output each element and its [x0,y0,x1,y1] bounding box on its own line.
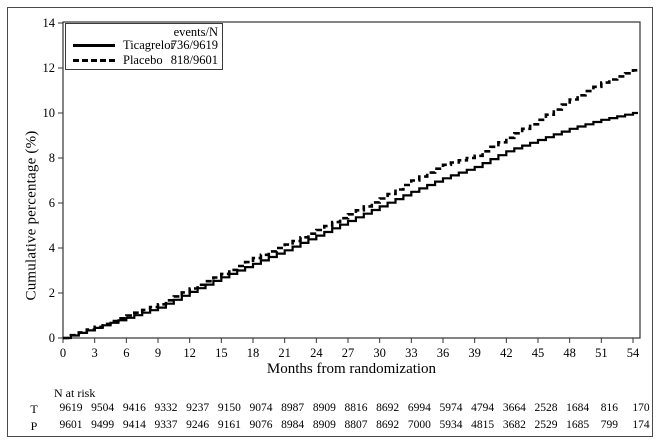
y-tick-label: 0 [49,331,55,345]
x-tick-label: 12 [183,346,196,360]
x-tick-label: 18 [247,346,260,360]
x-axis-title: Months from randomization [266,361,437,377]
n-at-risk-value: 9161 [217,419,241,431]
n-at-risk-value: 8816 [344,402,368,414]
y-axis-title: Cumulative percentage (%) [23,130,40,301]
x-tick-label: 51 [595,346,608,360]
x-tick-label: 6 [123,346,129,360]
n-at-risk-value: 9074 [249,402,273,414]
ticagrelor-curve [63,111,638,340]
n-at-risk-value: 9332 [154,402,178,414]
x-tick-label: 45 [532,346,545,360]
solid-line-sample-icon [73,44,115,47]
n-at-risk-value: 9076 [249,419,273,431]
n-at-risk-value: 8909 [312,419,336,431]
x-tick-label: 33 [405,346,418,360]
n-at-risk-value: 174 [632,419,650,431]
x-tick-label: 30 [373,346,386,360]
legend-item-placebo: Placebo 818/9601 [66,52,222,67]
legend-box: events/N Ticagrelor 736/9619 Placebo 818… [65,23,223,70]
n-at-risk-value: 3664 [502,402,526,414]
n-at-risk-value: 2528 [534,402,558,414]
x-tick-label: 21 [278,346,291,360]
n-at-risk-value: 2529 [534,419,558,431]
n-at-risk-value: 9504 [91,402,115,414]
n-at-risk-value: 8987 [281,402,305,414]
n-at-risk-value: 5974 [439,402,463,414]
y-tick-label: 2 [49,286,55,300]
n-at-risk-value: 799 [600,419,618,431]
n-at-risk-value: 9619 [59,402,83,414]
placebo-curve [63,69,638,340]
n-at-risk-value: 3682 [502,419,526,431]
legend-label: Ticagrelor [123,38,175,52]
legend-events-value: 736/9619 [170,38,218,52]
x-tick-label: 3 [92,346,98,360]
n-at-risk-value: 6994 [407,402,431,414]
y-tick-label: 12 [43,61,56,75]
n-at-risk-title: N at risk [54,386,96,400]
n-at-risk-value: 8909 [312,402,336,414]
n-at-risk-value: 7000 [407,419,431,431]
legend-events-value: 818/9601 [170,53,218,67]
x-tick-label: 15 [215,346,228,360]
n-at-risk-value: 9246 [186,419,210,431]
n-at-risk-value: 4815 [471,419,495,431]
risk-row-label: P [30,419,38,433]
n-at-risk-value: 9416 [122,402,146,414]
x-tick-label: 48 [563,346,576,360]
n-at-risk-value: 1685 [566,419,590,431]
legend-item-ticagrelor: Ticagrelor 736/9619 [66,37,222,52]
n-at-risk-value: 9499 [91,419,115,431]
n-at-risk-value: 8692 [376,402,400,414]
x-tick-label: 27 [342,346,355,360]
x-tick-label: 24 [310,346,323,360]
y-tick-label: 8 [49,151,55,165]
n-at-risk-value: 9601 [59,419,83,431]
n-at-risk-value: 1684 [566,402,590,414]
figure-border [7,7,653,437]
n-at-risk-value: 8984 [281,419,305,431]
legend-label: Placebo [123,53,163,67]
x-tick-label: 42 [500,346,513,360]
km-chart-canvas: 0 3 6 9 12 15 18 21 24 27 30 33 36 39 42 45 48 51 54024681… [43,16,641,360]
n-at-risk-value: 9414 [122,419,146,431]
risk-row-label: T [30,402,38,416]
n-at-risk-value: 8807 [344,419,368,431]
x-tick-label: 9 [155,346,161,360]
y-tick-label: 4 [49,241,56,255]
legend-header: events/N [173,25,218,39]
x-tick-label: 0 [60,346,66,360]
dashed-line-sample-icon [73,59,115,62]
y-tick-label: 6 [49,196,55,210]
n-at-risk-value: 4794 [471,402,495,414]
n-at-risk-value: 8692 [376,419,400,431]
y-tick-label: 10 [43,106,56,120]
plot-box [62,21,641,339]
n-at-risk-value: 816 [600,402,618,414]
x-tick-label: 54 [627,346,640,360]
x-tick-label: 36 [437,346,450,360]
n-at-risk-value: 9337 [154,419,178,431]
y-tick-label: 14 [43,16,56,30]
n-at-risk-value: 9150 [217,402,241,414]
n-at-risk-value: 9237 [186,402,210,414]
n-at-risk-value: 170 [632,402,650,414]
n-at-risk-value: 5934 [439,419,463,431]
x-tick-label: 39 [468,346,481,360]
